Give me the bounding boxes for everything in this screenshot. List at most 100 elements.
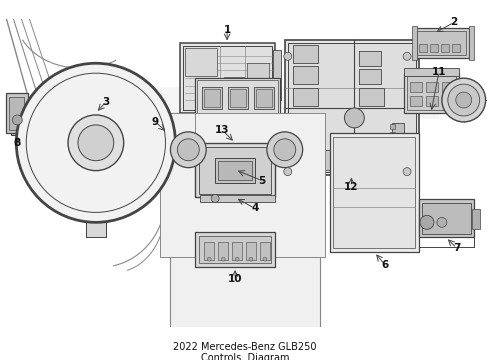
Bar [359, 88, 384, 106]
Circle shape [68, 115, 123, 171]
Bar [442, 82, 454, 92]
Bar [390, 140, 395, 145]
Polygon shape [61, 88, 439, 148]
Bar [200, 194, 275, 202]
Bar [246, 242, 256, 260]
Circle shape [456, 92, 472, 108]
Bar [469, 26, 474, 60]
Circle shape [235, 257, 239, 261]
Bar [254, 114, 274, 136]
Circle shape [267, 132, 303, 168]
Bar [198, 145, 277, 167]
Bar [390, 132, 395, 137]
Bar [417, 31, 466, 55]
Bar [441, 44, 449, 52]
Bar [285, 40, 419, 175]
Circle shape [284, 168, 292, 176]
Bar [202, 87, 222, 109]
Bar [230, 89, 246, 107]
Bar [266, 149, 278, 165]
Bar [215, 158, 255, 183]
Bar [318, 150, 352, 170]
Bar [224, 77, 244, 93]
Bar [404, 68, 459, 76]
Bar [234, 149, 246, 165]
Bar [232, 242, 242, 260]
Bar [419, 199, 474, 237]
Circle shape [284, 52, 292, 60]
Bar [247, 63, 269, 83]
Bar [204, 89, 220, 107]
Bar [196, 78, 280, 143]
Bar [204, 116, 220, 134]
Bar [11, 117, 23, 135]
Circle shape [211, 194, 219, 202]
Polygon shape [171, 153, 319, 327]
Bar [293, 45, 318, 63]
Bar [390, 124, 395, 129]
Polygon shape [161, 113, 324, 153]
Circle shape [274, 139, 295, 161]
Bar [183, 46, 272, 110]
Bar [161, 113, 324, 257]
Bar [56, 73, 131, 128]
Bar [202, 114, 222, 136]
Text: 1: 1 [223, 26, 231, 35]
Bar [9, 97, 24, 130]
Circle shape [26, 73, 166, 212]
Bar [359, 69, 381, 84]
Bar [414, 28, 469, 58]
Circle shape [344, 108, 365, 128]
Circle shape [16, 63, 175, 222]
Circle shape [177, 139, 199, 161]
Bar [472, 210, 480, 229]
Bar [410, 96, 422, 106]
Bar [218, 161, 252, 180]
Bar [196, 142, 280, 170]
Circle shape [171, 132, 206, 168]
Bar [185, 48, 217, 76]
Bar [404, 73, 459, 113]
Bar [422, 203, 471, 234]
Bar [457, 95, 469, 103]
Circle shape [420, 215, 434, 229]
Bar [6, 93, 28, 133]
Bar [410, 82, 422, 92]
Circle shape [207, 257, 211, 261]
Bar [256, 116, 272, 134]
Bar [442, 96, 454, 106]
Bar [412, 26, 417, 60]
Circle shape [442, 78, 486, 122]
Bar [430, 44, 438, 52]
Text: 6: 6 [382, 260, 389, 270]
Circle shape [448, 84, 480, 116]
Bar [228, 87, 248, 109]
Text: 13: 13 [215, 125, 229, 135]
Bar [293, 66, 318, 84]
Text: 3: 3 [102, 97, 109, 107]
Text: 2: 2 [450, 18, 458, 27]
Bar [273, 50, 281, 100]
Text: 12: 12 [344, 181, 359, 192]
Bar [168, 113, 185, 133]
Circle shape [221, 257, 225, 261]
Text: 11: 11 [432, 67, 446, 77]
Text: 5: 5 [258, 176, 266, 185]
Bar [230, 116, 246, 134]
Text: 4: 4 [251, 203, 259, 213]
Bar [218, 242, 228, 260]
Circle shape [249, 257, 253, 261]
Bar [204, 242, 214, 260]
Bar [260, 242, 270, 260]
Circle shape [263, 257, 267, 261]
Bar [452, 44, 460, 52]
Bar [197, 80, 278, 141]
Text: 2022 Mercedes-Benz GLB250
Controls  Diagram: 2022 Mercedes-Benz GLB250 Controls Diagr… [173, 342, 317, 360]
Bar [250, 149, 262, 165]
Bar [86, 138, 106, 237]
Bar [256, 89, 272, 107]
Text: 7: 7 [453, 243, 461, 253]
Bar [288, 43, 416, 172]
Bar [254, 87, 274, 109]
Bar [329, 133, 419, 252]
